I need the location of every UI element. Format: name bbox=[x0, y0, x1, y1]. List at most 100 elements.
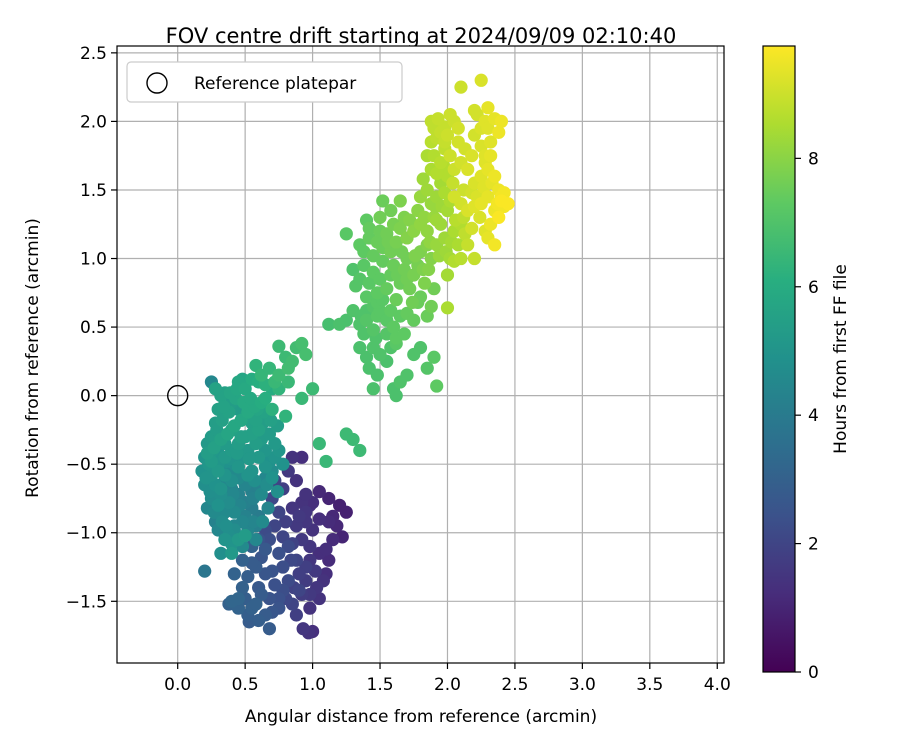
data-point bbox=[362, 221, 376, 235]
scatter-points bbox=[195, 73, 515, 640]
data-point bbox=[225, 546, 239, 560]
data-point bbox=[451, 238, 465, 252]
data-point bbox=[238, 528, 252, 543]
x-axis-label: Angular distance from reference (arcmin) bbox=[245, 707, 597, 727]
colorbar-tick-label: 0 bbox=[808, 663, 819, 683]
data-point bbox=[373, 347, 387, 362]
data-point bbox=[319, 454, 333, 469]
data-point bbox=[235, 580, 250, 595]
data-point bbox=[268, 578, 282, 592]
y-axis-ticks: −1.5 −1.0 −0.5 0.0 0.5 1.0 1.5 2.0 2.5 bbox=[66, 44, 117, 612]
data-point bbox=[285, 354, 299, 368]
legend: Reference platepar bbox=[126, 61, 403, 103]
data-point bbox=[359, 313, 374, 327]
data-point bbox=[484, 135, 498, 149]
data-point bbox=[346, 262, 360, 277]
data-point bbox=[242, 452, 256, 466]
data-point bbox=[208, 382, 223, 396]
data-point bbox=[295, 336, 309, 351]
data-point bbox=[443, 149, 457, 163]
data-point bbox=[430, 213, 444, 227]
data-point bbox=[265, 471, 279, 485]
data-point bbox=[249, 597, 263, 611]
data-point bbox=[276, 530, 290, 544]
colorbar-tick-label: 6 bbox=[808, 278, 819, 298]
data-point bbox=[265, 402, 279, 416]
data-point bbox=[235, 553, 250, 567]
data-point bbox=[276, 560, 290, 574]
x-tick-label: 2.0 bbox=[434, 675, 461, 695]
data-point bbox=[431, 112, 445, 126]
data-point bbox=[393, 194, 407, 208]
data-point bbox=[362, 276, 376, 290]
data-point bbox=[225, 594, 239, 608]
reference-platepar-marker bbox=[166, 384, 189, 407]
data-point bbox=[373, 210, 387, 224]
data-point bbox=[440, 301, 455, 315]
data-point bbox=[421, 262, 436, 277]
data-point bbox=[484, 149, 498, 163]
data-point bbox=[473, 210, 487, 224]
data-point bbox=[376, 194, 390, 208]
data-point bbox=[272, 368, 286, 382]
data-point bbox=[305, 382, 320, 396]
legend-box bbox=[126, 61, 403, 103]
y-axis-label: Rotation from reference (arcmin) bbox=[23, 218, 43, 498]
data-point bbox=[440, 268, 455, 282]
data-point bbox=[494, 114, 509, 129]
data-point bbox=[416, 172, 430, 186]
colorbar-tick-label: 2 bbox=[808, 535, 819, 555]
x-tick-label: 0.0 bbox=[164, 675, 191, 695]
colorbar-tick-label: 4 bbox=[808, 406, 819, 426]
data-point bbox=[454, 80, 468, 94]
data-point bbox=[281, 375, 295, 389]
colorbar bbox=[762, 45, 796, 673]
data-point bbox=[292, 583, 306, 597]
data-point bbox=[258, 391, 272, 405]
data-point bbox=[332, 498, 347, 512]
data-point bbox=[395, 245, 409, 259]
data-point bbox=[303, 601, 317, 615]
data-point bbox=[272, 505, 286, 519]
data-point bbox=[249, 533, 263, 547]
data-point bbox=[488, 169, 502, 183]
data-point bbox=[227, 567, 241, 581]
data-point bbox=[424, 299, 438, 314]
chart-title: FOV centre drift starting at 2024/09/09 … bbox=[166, 24, 677, 48]
y-tick-label: 1.0 bbox=[80, 250, 107, 270]
data-point bbox=[461, 162, 475, 176]
data-point bbox=[427, 350, 441, 364]
data-point bbox=[366, 323, 380, 337]
data-point bbox=[261, 501, 275, 515]
data-point bbox=[380, 282, 394, 296]
data-point bbox=[254, 487, 268, 501]
data-point bbox=[241, 570, 255, 584]
data-point bbox=[262, 361, 277, 375]
y-tick-label: 0.0 bbox=[80, 387, 107, 407]
data-point bbox=[488, 238, 502, 252]
data-point bbox=[451, 121, 465, 135]
x-tick-label: 3.5 bbox=[636, 675, 663, 695]
data-point bbox=[272, 591, 286, 606]
data-point bbox=[295, 450, 309, 464]
data-point bbox=[234, 430, 248, 444]
y-tick-label: 0.5 bbox=[80, 318, 107, 338]
data-point bbox=[296, 622, 310, 636]
data-point bbox=[408, 249, 422, 263]
data-point bbox=[389, 235, 403, 249]
data-point bbox=[322, 553, 336, 567]
y-tick-label: 2.5 bbox=[80, 44, 107, 64]
data-point bbox=[393, 221, 407, 235]
data-point bbox=[258, 542, 272, 556]
data-point bbox=[279, 515, 293, 529]
data-point bbox=[461, 238, 475, 252]
data-point bbox=[219, 519, 233, 533]
colorbar-label: Hours from first FF file bbox=[831, 264, 851, 454]
data-point bbox=[400, 368, 414, 382]
data-point bbox=[430, 379, 444, 393]
data-point bbox=[216, 400, 231, 414]
data-point bbox=[481, 101, 495, 115]
data-point bbox=[413, 341, 428, 355]
data-point bbox=[501, 197, 515, 211]
